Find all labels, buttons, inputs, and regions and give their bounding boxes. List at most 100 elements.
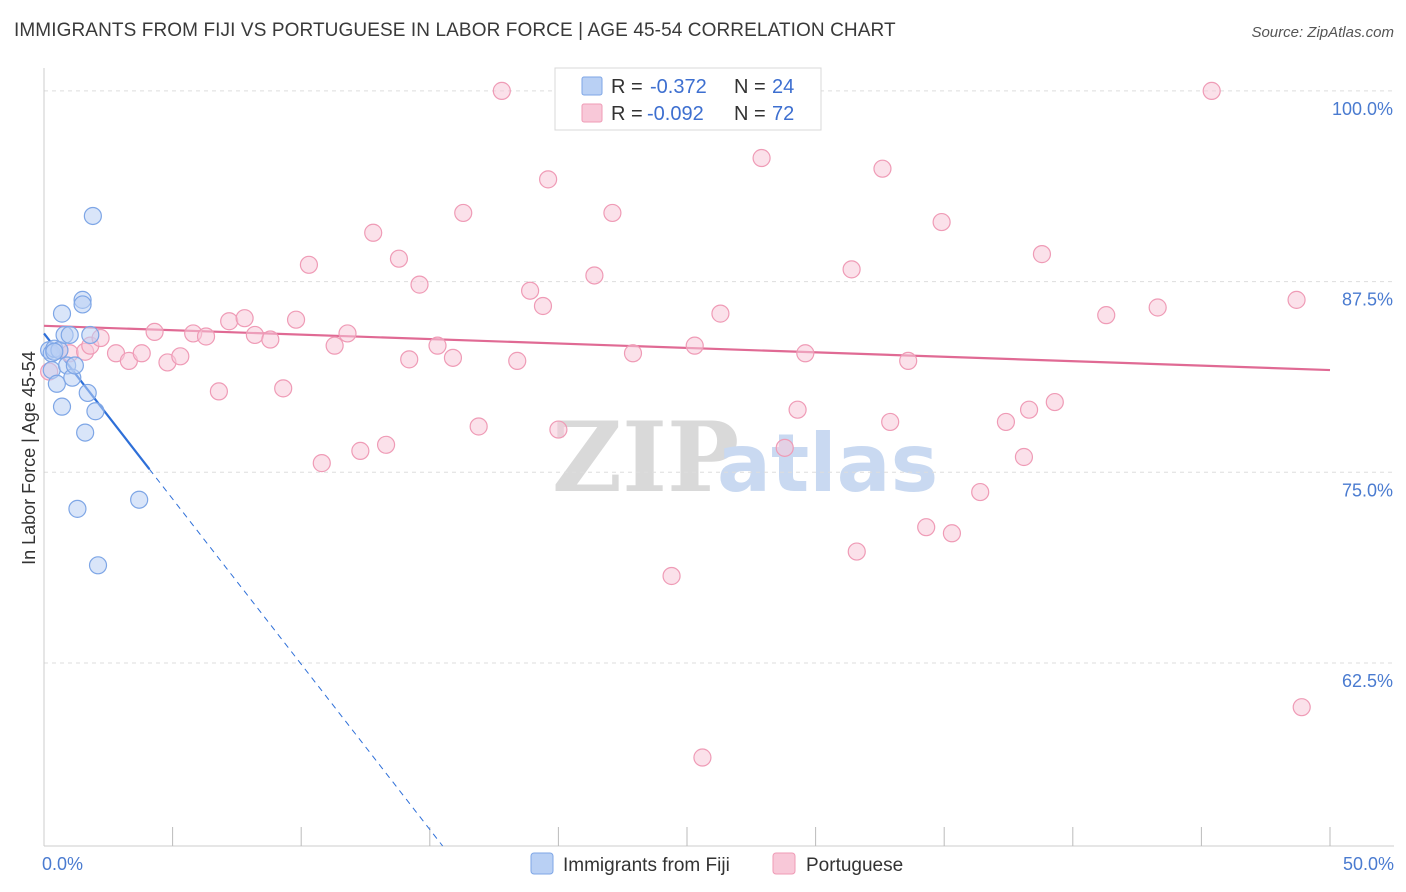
watermark-zip: ZIP — [552, 401, 739, 514]
point-portuguese — [603, 203, 622, 223]
point-portuguese — [410, 275, 429, 294]
point-portuguese — [325, 336, 344, 355]
point-fiji — [45, 342, 64, 361]
point-portuguese — [428, 336, 447, 355]
x-ticks — [172, 827, 1331, 846]
point-fiji — [60, 325, 79, 345]
point-portuguese — [539, 170, 558, 189]
point-portuguese — [209, 382, 228, 401]
legend-n-label-portuguese: N = — [734, 103, 766, 125]
source-label: Source: ZipAtlas.com — [1251, 24, 1394, 41]
point-portuguese — [533, 296, 553, 316]
point-portuguese — [996, 412, 1016, 432]
point-portuguese — [220, 312, 239, 331]
legend-n-value-portuguese: 72 — [772, 103, 794, 125]
point-portuguese — [942, 524, 962, 543]
point-portuguese — [549, 420, 568, 439]
point-portuguese — [492, 81, 511, 100]
gridlines — [44, 90, 1394, 664]
y-tick-labels: 100.0% 87.5% 75.0% 62.5% — [1332, 99, 1393, 691]
point-portuguese — [338, 324, 357, 343]
point-portuguese — [899, 351, 918, 370]
point-portuguese — [400, 350, 419, 369]
point-portuguese — [842, 260, 861, 279]
point-portuguese — [847, 542, 866, 561]
y-tick-label: 100.0% — [1332, 99, 1393, 119]
point-portuguese — [274, 379, 293, 398]
legend-swatch-portuguese — [581, 103, 603, 123]
point-portuguese — [132, 344, 151, 363]
point-fiji — [81, 325, 100, 345]
bottom-legend-label-portuguese: Portuguese — [806, 855, 903, 876]
point-fiji — [83, 206, 102, 226]
trend-extension-fiji — [149, 468, 444, 847]
y-tick-label: 62.5% — [1342, 671, 1393, 691]
y-axis-label: In Labor Force | Age 45-54 — [19, 351, 39, 565]
point-portuguese — [286, 310, 306, 329]
point-portuguese — [623, 344, 643, 363]
point-fiji — [86, 402, 105, 421]
point-portuguese — [1148, 298, 1167, 317]
chart-title: IMMIGRANTS FROM FIJI VS PORTUGUESE IN LA… — [14, 20, 896, 41]
point-portuguese — [508, 351, 527, 370]
point-fiji — [65, 356, 84, 375]
bottom-legend-swatch-fiji — [530, 852, 554, 875]
legend-n-value-fiji: 24 — [772, 76, 794, 98]
point-fiji — [52, 304, 72, 323]
legend-r-label-fiji: R = — [611, 76, 643, 98]
bottom-legend-swatch-portuguese — [772, 852, 796, 875]
point-portuguese — [796, 344, 815, 363]
x-tick-label: 0.0% — [42, 854, 83, 874]
point-portuguese — [171, 347, 190, 366]
point-fiji — [88, 556, 108, 575]
point-portuguese — [585, 266, 604, 285]
data-points — [40, 81, 1311, 767]
point-fiji — [76, 423, 95, 442]
point-fiji — [73, 295, 92, 314]
point-portuguese — [752, 148, 771, 168]
point-portuguese — [1202, 81, 1221, 100]
point-fiji — [68, 499, 87, 518]
point-portuguese — [364, 223, 383, 242]
bottom-legend: Immigrants from Fiji Portuguese — [530, 852, 903, 876]
point-fiji — [78, 383, 97, 403]
legend: R = -0.372 N = 24 R = -0.092 N = 72 — [554, 67, 822, 131]
point-portuguese — [932, 212, 951, 232]
point-portuguese — [917, 518, 936, 537]
point-portuguese — [1014, 447, 1034, 467]
y-tick-label: 75.0% — [1342, 480, 1393, 500]
point-portuguese — [351, 441, 370, 460]
point-portuguese — [196, 327, 216, 346]
point-portuguese — [1097, 306, 1116, 325]
point-portuguese — [299, 255, 319, 274]
point-portuguese — [711, 304, 730, 323]
point-portuguese — [469, 417, 488, 436]
legend-swatch-fiji — [581, 76, 603, 96]
point-portuguese — [662, 566, 681, 586]
point-portuguese — [443, 348, 463, 367]
point-portuguese — [145, 322, 164, 342]
y-tick-label: 87.5% — [1342, 290, 1393, 310]
point-fiji — [47, 374, 66, 393]
watermark-atlas: atlas — [717, 417, 938, 510]
legend-n-label-fiji: N = — [734, 76, 766, 98]
point-portuguese — [521, 281, 540, 300]
watermark: ZIP atlas — [552, 401, 938, 514]
point-portuguese — [389, 249, 409, 268]
axes — [43, 68, 1394, 847]
x-tick-labels: 0.0% 50.0% — [42, 854, 1394, 874]
point-portuguese — [1019, 400, 1039, 419]
bottom-legend-label-fiji: Immigrants from Fiji — [563, 855, 730, 876]
x-tick-label: 50.0% — [1343, 854, 1394, 874]
point-portuguese — [693, 748, 712, 767]
point-portuguese — [454, 203, 473, 223]
point-portuguese — [1032, 245, 1052, 264]
point-portuguese — [788, 400, 807, 419]
legend-r-value-fiji: -0.372 — [650, 76, 707, 98]
point-portuguese — [873, 159, 892, 178]
point-portuguese — [312, 454, 331, 473]
point-portuguese — [971, 482, 990, 502]
point-portuguese — [881, 412, 900, 432]
point-fiji — [130, 490, 149, 509]
